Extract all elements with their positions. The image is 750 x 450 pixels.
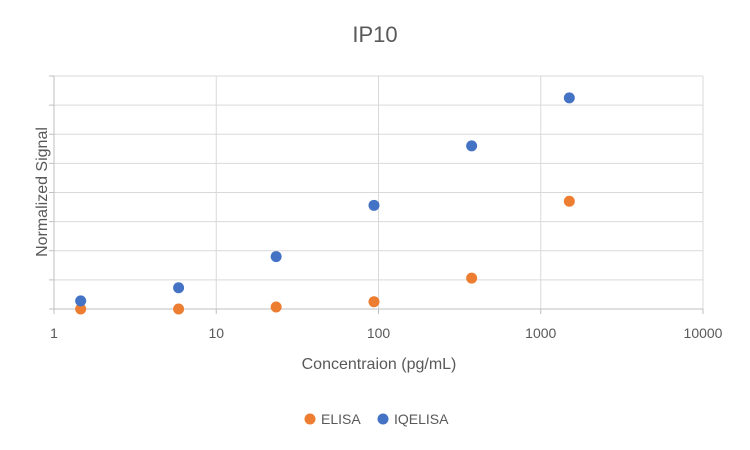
x-tick-label: 1 [50,325,58,341]
data-point-iqelisa [368,199,380,211]
x-tick-label: 100 [367,325,391,341]
legend-label-iqelisa: IQELISA [394,411,449,427]
x-tick-label: 1000 [525,325,556,341]
legend-marker-elisa [304,413,316,425]
x-tick-labels: 1 10 100 1000 10000 [50,325,723,341]
data-point-elisa [466,272,478,284]
x-axis-label: Concentraion (pg/mL) [302,356,457,373]
chart-legend: ELISA IQELISA [304,411,449,427]
data-point-iqelisa [466,140,478,152]
data-point-iqelisa [270,251,282,263]
plot-grid [54,75,704,309]
legend-label-elisa: ELISA [321,411,361,427]
data-point-elisa [173,303,185,315]
data-point-elisa [368,296,380,308]
chart-title: IP10 [352,22,397,47]
data-point-iqelisa [563,92,575,104]
plot-axes [49,75,704,314]
data-points [75,92,575,315]
data-point-elisa [563,195,575,207]
legend-marker-iqelisa [377,413,389,425]
x-tick-label: 10 [208,325,224,341]
y-axis-label: Normalized Signal [34,127,51,257]
data-point-elisa [75,303,87,315]
x-tick-label: 10000 [684,325,723,341]
data-point-iqelisa [75,295,87,307]
data-point-elisa [270,301,282,313]
data-point-iqelisa [173,282,185,294]
